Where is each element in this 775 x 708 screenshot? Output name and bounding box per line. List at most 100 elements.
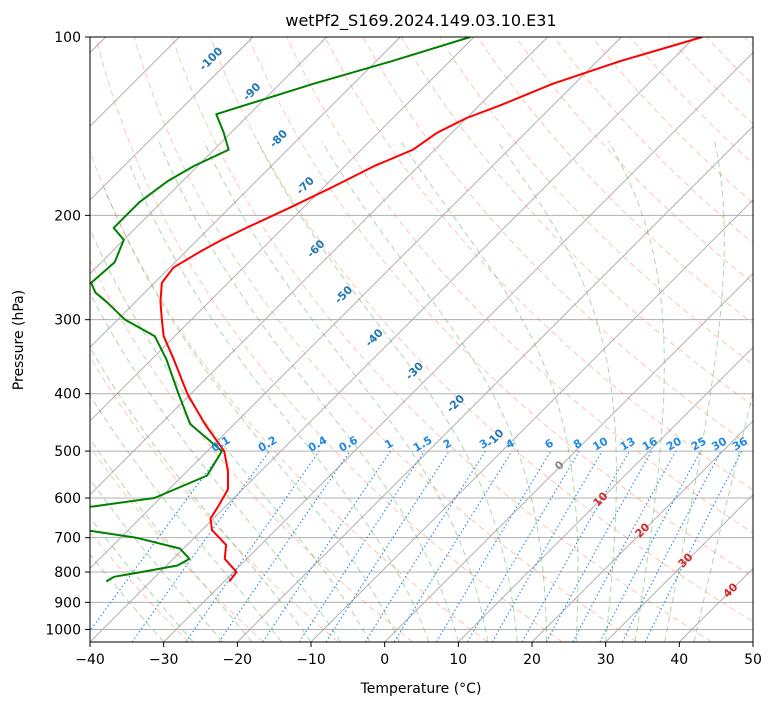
x-tick-label: −30 <box>149 652 179 668</box>
dry-adiabat-line <box>133 37 638 642</box>
moist-adiabat-line <box>129 165 430 642</box>
y-tick-label: 900 <box>54 595 81 611</box>
mixing-ratio-line <box>435 450 552 642</box>
dry-adiabat-line <box>95 37 563 642</box>
y-tick-label: 300 <box>54 313 81 329</box>
x-tick-label: 0 <box>380 652 389 668</box>
moist-adiabat-line <box>693 390 753 642</box>
mixing-ratio-line <box>185 450 320 642</box>
dry-adiabat-line <box>477 37 753 325</box>
y-tick-label: 500 <box>54 444 81 460</box>
dry-adiabat-line <box>629 37 753 165</box>
dry-adiabat-line <box>400 37 753 407</box>
moist-adiabat-label: 30 <box>676 550 696 570</box>
isotherm-line <box>90 37 254 201</box>
moist-adiabat-line <box>90 516 194 642</box>
x-tick-label: 50 <box>744 652 762 668</box>
x-tick-label: −20 <box>223 652 253 668</box>
y-tick-label: 200 <box>54 208 81 224</box>
mixing-ratio-line <box>491 450 603 642</box>
dry-adiabat-label: -40 <box>363 326 386 349</box>
dry-adiabat-label: -30 <box>403 359 426 382</box>
moist-adiabat-line <box>103 188 400 642</box>
dry-adiabat-label: -50 <box>332 283 355 306</box>
mixing-ratio-line <box>262 450 392 642</box>
isotherm-line <box>90 37 327 275</box>
moist-adiabat-line <box>321 141 548 642</box>
mixing-ratio-line <box>90 450 223 632</box>
dry-adiabat-line <box>362 37 753 449</box>
x-tick-label: 20 <box>523 652 541 668</box>
dry-adiabat-line <box>515 37 753 284</box>
dry-adiabat-line <box>90 150 488 642</box>
y-tick-label: 600 <box>54 491 81 507</box>
mixing-ratio-line <box>393 450 513 642</box>
temperature-profile-line <box>159 37 703 583</box>
isotherm-line <box>605 494 753 642</box>
dry-adiabat-line <box>90 259 414 642</box>
moist-adiabat-line <box>203 141 489 642</box>
dry-adiabat-line <box>248 37 753 578</box>
moist-adiabat-line <box>90 553 165 642</box>
dry-adiabat-label: -80 <box>267 127 290 150</box>
moist-adiabat-line <box>90 478 223 642</box>
x-tick-label: 40 <box>670 652 688 668</box>
y-tick-label: 1000 <box>45 622 81 638</box>
dry-adiabat-line <box>210 37 753 623</box>
dry-adiabat-label: -70 <box>294 174 317 197</box>
isotherm-line <box>531 420 753 642</box>
isotherm-line <box>752 641 753 642</box>
dewpoint-profile-line <box>90 37 471 583</box>
mixing-ratio-line <box>467 450 580 642</box>
plot-frame <box>89 36 754 643</box>
y-tick-label: 400 <box>54 387 81 403</box>
dry-adiabat-label: -20 <box>444 392 467 415</box>
chart-title: wetPf2_S169.2024.149.03.10.E31 <box>285 11 556 31</box>
dry-adiabat-line <box>171 37 712 642</box>
x-tick-label: 30 <box>597 652 615 668</box>
mixing-ratio-line <box>325 450 450 642</box>
isotherm-line <box>90 37 548 496</box>
moist-adiabat-line <box>90 228 371 642</box>
mixing-ratio-line <box>131 450 270 642</box>
y-axis-label: Pressure (hPa) <box>11 290 27 390</box>
x-tick-label: −40 <box>75 652 105 668</box>
isotherm-line <box>384 273 753 642</box>
mixing-ratio-line <box>521 450 630 642</box>
isotherm-line <box>90 37 622 569</box>
mixing-ratio-line <box>218 450 351 642</box>
mixing-ratio-label: 2 <box>441 437 454 452</box>
isotherm-line <box>679 567 753 642</box>
moist-adiabat-line <box>256 141 518 642</box>
isotherm-line <box>90 37 401 348</box>
isotherm-line <box>458 346 753 642</box>
moist-adiabat-line <box>608 141 665 642</box>
moist-adiabat-line <box>90 346 312 642</box>
dry-adiabat-line <box>90 531 190 642</box>
dry-adiabat-line <box>324 37 753 491</box>
y-tick-label: 100 <box>54 30 81 46</box>
moist-adiabat-line <box>400 141 579 642</box>
y-tick-label: 700 <box>54 531 81 547</box>
moist-adiabat-line <box>90 291 341 642</box>
moist-adiabat-line <box>90 394 282 642</box>
moist-adiabat-line <box>664 141 725 642</box>
moist-adiabat-line <box>158 141 459 642</box>
isotherm-line <box>163 52 753 642</box>
x-tick-label: 10 <box>449 652 467 668</box>
x-axis-label: Temperature (°C) <box>360 681 482 697</box>
isotherm-line <box>90 37 475 422</box>
mixing-ratio-line <box>364 450 486 642</box>
x-tick-label: −10 <box>296 652 326 668</box>
mixing-ratio-line <box>298 450 425 642</box>
isotherm-line <box>90 37 696 642</box>
mixing-ratio-line <box>599 450 702 642</box>
mixing-ratio-label: 6 <box>543 436 556 451</box>
dry-adiabat-line <box>90 356 339 642</box>
isotherm-line <box>310 199 753 642</box>
moist-adiabat-line <box>90 438 253 642</box>
mixing-ratio-line <box>545 450 653 642</box>
dry-adiabat-label: -60 <box>304 237 327 260</box>
